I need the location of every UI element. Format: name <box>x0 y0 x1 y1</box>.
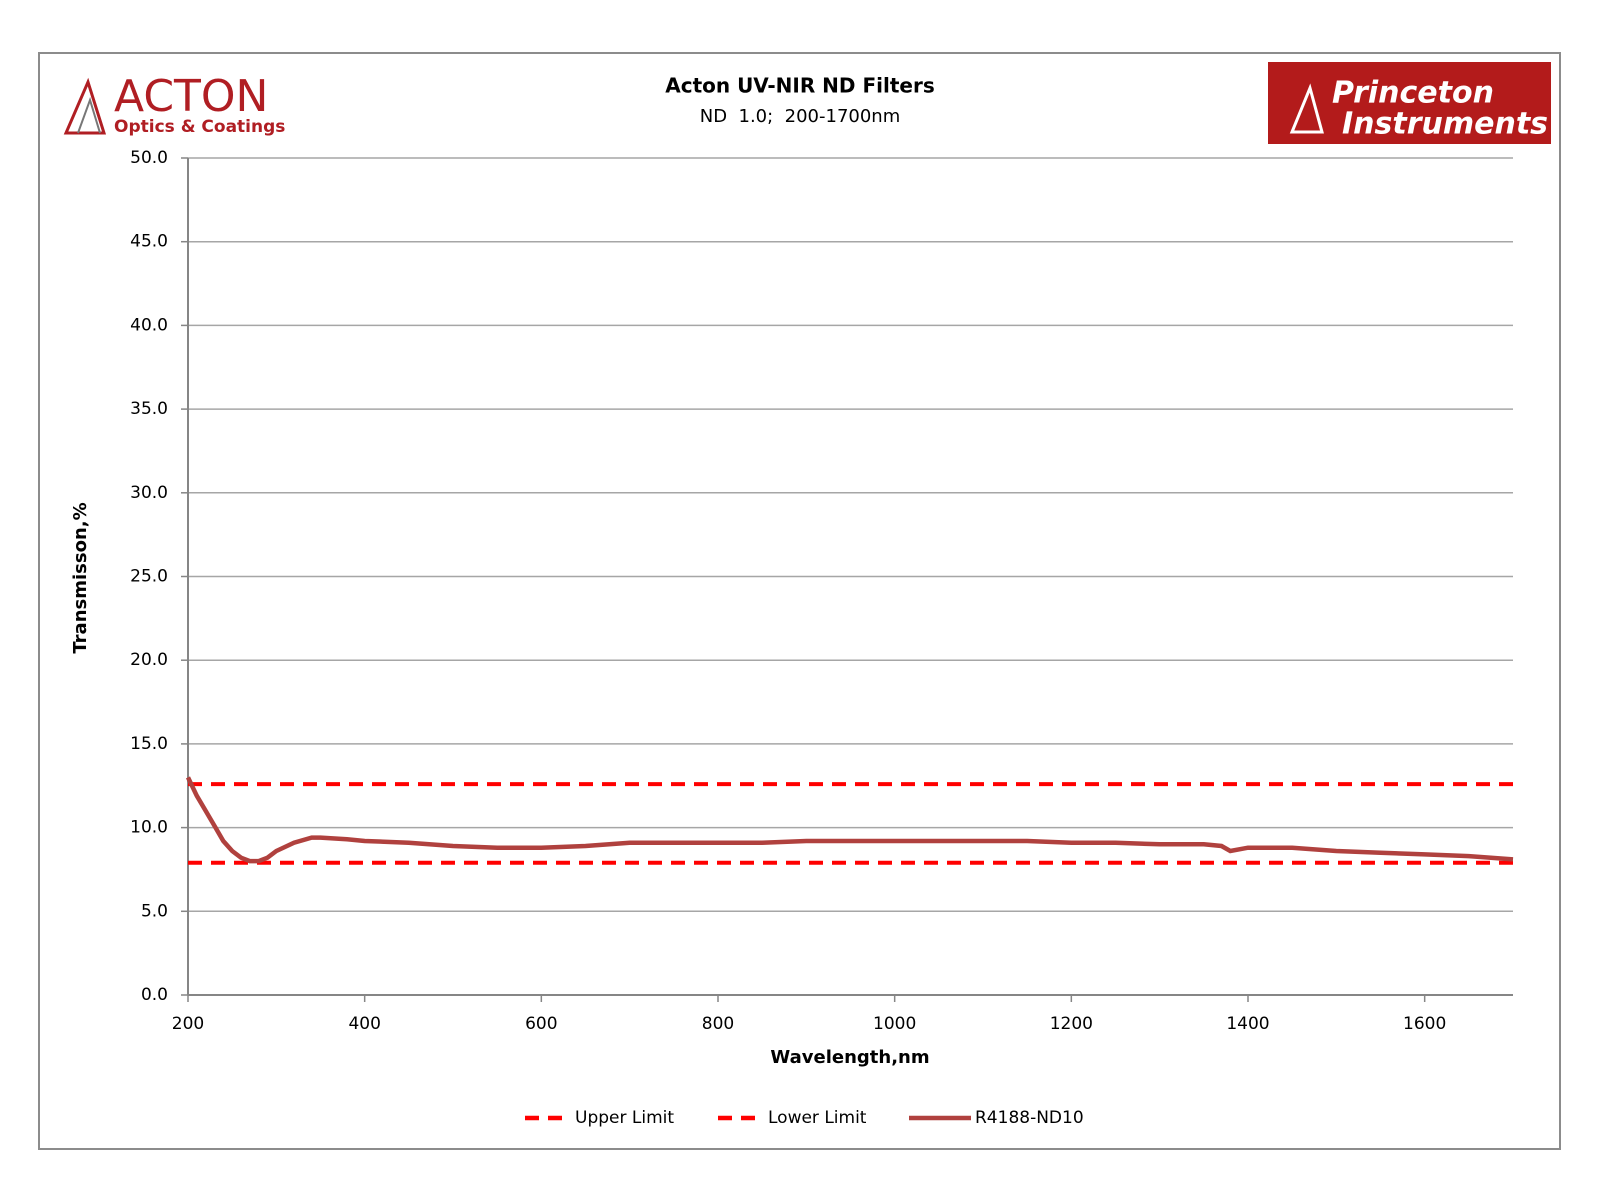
x-tick-label: 1200 <box>1050 1014 1093 1034</box>
legend-label: R4188-ND10 <box>975 1108 1084 1128</box>
y-tick-label: 15.0 <box>130 734 168 754</box>
x-tick-label: 200 <box>172 1014 204 1034</box>
y-tick-label: 0.0 <box>141 985 168 1005</box>
y-axis-label: Transmisson,% <box>70 502 91 653</box>
y-tick-label: 50.0 <box>130 148 168 168</box>
acton-logo: ACTON Optics & Coatings <box>63 71 285 137</box>
y-tick-label: 10.0 <box>130 818 168 838</box>
logo-mark <box>77 96 101 134</box>
x-tick-label: 600 <box>525 1014 557 1034</box>
x-tick-label: 1400 <box>1226 1014 1269 1034</box>
y-tick-label: 35.0 <box>130 399 168 419</box>
y-tick-label: 20.0 <box>130 650 168 670</box>
logo-text: Instruments <box>1342 107 1548 142</box>
y-tick-label: 45.0 <box>130 232 168 252</box>
logo-text: Princeton <box>1332 76 1494 111</box>
x-tick-label: 1000 <box>873 1014 916 1034</box>
chart-border <box>38 52 1561 1150</box>
y-tick-label: 30.0 <box>130 483 168 503</box>
y-tick-label: 25.0 <box>130 567 168 587</box>
x-tick-label: 1600 <box>1403 1014 1446 1034</box>
y-tick-label: 40.0 <box>130 315 168 335</box>
chart-subtitle: ND 1.0; 200-1700nm <box>700 106 901 127</box>
y-tick-label: 5.0 <box>141 901 168 921</box>
x-tick-label: 400 <box>348 1014 380 1034</box>
x-axis-label: Wavelength,nm <box>770 1047 929 1068</box>
logo-tagline: Optics & Coatings <box>114 117 285 137</box>
princeton-logo: Princeton Instruments <box>1268 62 1551 144</box>
data-line <box>185 776 1514 864</box>
logo-text: ACTON <box>114 71 268 122</box>
logo-mark <box>63 77 107 135</box>
legend-label: Lower Limit <box>768 1108 867 1128</box>
chart-title: Acton UV-NIR ND Filters <box>665 74 935 98</box>
x-tick-label: 800 <box>702 1014 734 1034</box>
legend-label: Upper Limit <box>575 1108 674 1128</box>
logo-mark <box>1289 83 1324 134</box>
